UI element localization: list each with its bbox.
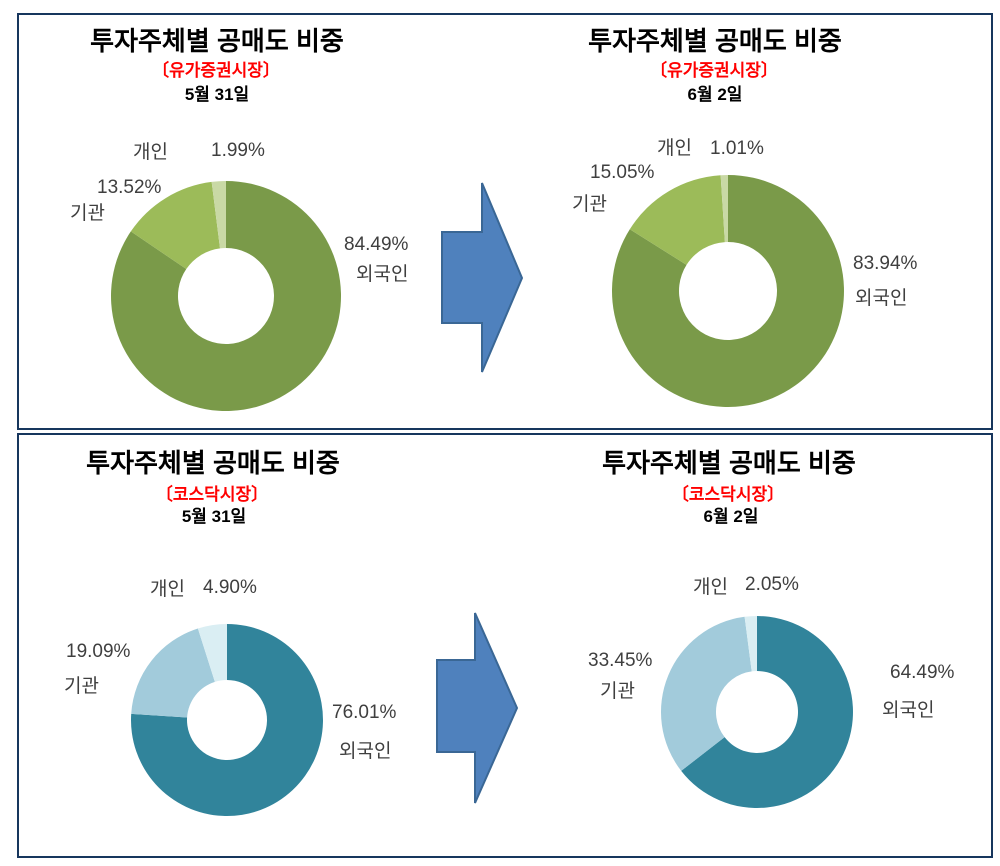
donut-slice-institutions	[660, 616, 752, 771]
label-foreigners: 외국인	[882, 700, 935, 721]
chart-title: 투자주체별 공매도 비중	[602, 448, 856, 478]
donut-slice-foreigners	[681, 616, 853, 808]
donut-slice-foreigners	[130, 624, 323, 816]
label-foreigners: 외국인	[855, 288, 908, 309]
label-individuals: 개인	[657, 138, 692, 159]
value-individuals: 1.01%	[710, 138, 764, 159]
panel-kospi-market: 투자주체별 공매도 비중 〔유가증권시장〕 5월 31일 개인 1.99% 13…	[17, 13, 993, 430]
value-individuals: 1.99%	[211, 140, 265, 161]
chart-date: 5월 31일	[184, 85, 250, 104]
value-individuals: 2.05%	[745, 574, 799, 595]
donut-slice-institutions	[629, 175, 725, 265]
chart-date: 6월 2일	[703, 507, 759, 526]
chart-subtitle: 〔유가증권시장〕	[650, 61, 778, 80]
donut-slice-foreigners	[611, 175, 844, 407]
value-institutions: 19.09%	[66, 641, 131, 662]
label-foreigners: 외국인	[356, 264, 409, 285]
donut-slice-institutions	[131, 628, 215, 718]
donut-slice-individuals	[720, 174, 728, 243]
label-individuals: 개인	[150, 579, 185, 600]
value-institutions: 15.05%	[590, 162, 655, 183]
donut-slice-foreigners	[111, 181, 342, 411]
chart-title: 투자주체별 공매도 비중	[90, 26, 344, 56]
donut-chart-kosdaq-may31	[130, 624, 323, 816]
label-individuals: 개인	[133, 142, 168, 163]
label-institutions: 기관	[572, 194, 607, 215]
chart-subtitle: 〔유가증권시장〕	[152, 61, 280, 80]
label-individuals: 개인	[693, 577, 728, 598]
donut-slice-individuals	[744, 616, 757, 672]
value-foreigners: 84.49%	[344, 234, 409, 255]
donut-slice-individuals	[211, 181, 226, 249]
donut-slice-individuals	[197, 624, 227, 682]
donut-chart-kospi-may31	[111, 181, 342, 411]
value-institutions: 33.45%	[588, 650, 653, 671]
value-foreigners: 64.49%	[890, 662, 955, 683]
donut-chart-kosdaq-jun2	[660, 616, 853, 808]
chart-subtitle: 〔코스닥시장〕	[155, 485, 269, 504]
label-institutions: 기관	[70, 203, 105, 224]
right-block-arrow-icon	[436, 612, 519, 804]
chart-title: 투자주체별 공매도 비중	[588, 26, 842, 56]
panel-kosdaq-market: 투자주체별 공매도 비중 〔코스닥시장〕 5월 31일 개인 4.90% 19.…	[17, 433, 993, 858]
chart-date: 5월 31일	[181, 507, 247, 526]
value-individuals: 4.90%	[203, 577, 257, 598]
chart-date: 6월 2일	[687, 85, 743, 104]
label-institutions: 기관	[64, 676, 99, 697]
donut-chart-kospi-jun2	[611, 174, 844, 407]
chart-subtitle: 〔코스닥시장〕	[671, 485, 785, 504]
value-foreigners: 76.01%	[332, 702, 397, 723]
donut-slice-institutions	[130, 181, 221, 270]
label-institutions: 기관	[600, 681, 635, 702]
label-foreigners: 외국인	[339, 741, 392, 762]
right-block-arrow-icon	[441, 182, 524, 373]
value-foreigners: 83.94%	[853, 253, 918, 274]
chart-title: 투자주체별 공매도 비중	[86, 448, 340, 478]
value-institutions: 13.52%	[97, 177, 162, 198]
